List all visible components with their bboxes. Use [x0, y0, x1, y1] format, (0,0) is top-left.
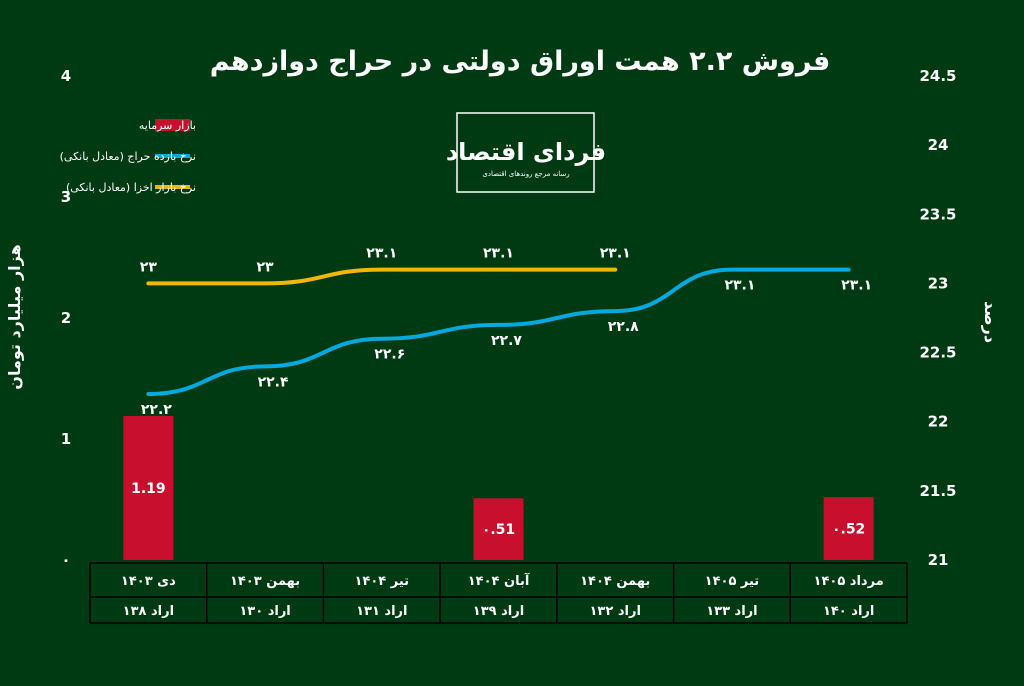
- legend-entry-label: بازار سرمایه: [139, 119, 196, 132]
- y-axis-left-ticks: ۰ 1 2 3 4: [61, 67, 71, 569]
- y-left-tick-label: 3: [61, 188, 71, 206]
- logo: فردای اقتصاد رسانه مرجع روندهای اقتصادی: [446, 112, 606, 193]
- y-right-tick-label: 24: [928, 136, 949, 154]
- category-month-label: بهمن ۱۴۰۳: [230, 574, 300, 589]
- bar: [123, 416, 174, 560]
- category-auction-label: اراد ۱۳۸: [123, 604, 174, 619]
- logo-subtitle: رسانه مرجع روندهای اقتصادی: [482, 170, 569, 178]
- y-left-tick-label: 1: [61, 430, 71, 448]
- y-axis-right-title: درصد: [981, 301, 1000, 343]
- bar-value-label: ۰.52: [832, 522, 865, 538]
- legend-entry-label: نرخ بازار اخزا (معادل بانکی): [66, 181, 196, 194]
- y-right-tick-label: 21: [928, 551, 949, 569]
- legend-swatch: [155, 119, 190, 131]
- bar-value-label: ۰.51: [482, 522, 515, 538]
- category-month-label: مرداد ۱۴۰۵: [814, 574, 884, 589]
- logo-title: فردای اقتصاد: [446, 138, 606, 166]
- category-month-label: تیر ۱۴۰۴: [355, 574, 410, 589]
- category-auction-label: اراد ۱۳۲: [590, 604, 641, 619]
- y-right-tick-label: 23: [928, 274, 949, 292]
- y-right-tick-label: 21.5: [919, 482, 956, 500]
- category-month-label: بهمن ۱۴۰۴: [580, 574, 650, 589]
- y-right-tick-label: 24.5: [919, 67, 956, 85]
- line-data-label: ۲۳.۱: [841, 278, 872, 294]
- line-series: ۲۲.۲ ۲۲.۴ ۲۲.۶ ۲۲.۷ ۲۲.۸ ۲۳.۱ ۲۳.۱ ۲۳ ۲۳ ۲۳.۱ ۲۳.۱…: [140, 246, 872, 418]
- legend-entry-label: نرخ بازده حراج (معادل بانکی): [60, 150, 196, 163]
- bar-value-label: 1.19: [131, 481, 166, 497]
- bar: [823, 497, 874, 560]
- category-table: دی ۱۴۰۳ اراد ۱۳۸ بهمن ۱۴۰۳ اراد ۱۳۰ تیر ۱۴۰۴…: [89, 562, 908, 624]
- line-data-label: ۲۲.۸: [608, 319, 639, 335]
- category-auction-label: اراد ۱۳۹: [473, 604, 524, 619]
- line-data-label: ۲۲.۷: [491, 333, 522, 349]
- series-line: [146, 267, 851, 397]
- y-axis-right-ticks: 21 21.5 22 22.5 23 23.5 24 24.5: [919, 67, 956, 569]
- y-right-tick-label: 22.5: [919, 344, 956, 362]
- category-auction-label: اراد ۱۳۰: [239, 604, 290, 619]
- category-auction-label: اراد ۱۴۰: [823, 604, 874, 619]
- line-data-label: ۲۲.۶: [374, 347, 405, 363]
- y-left-tick-label: 2: [61, 309, 71, 327]
- series-line: [146, 267, 618, 286]
- y-left-tick-label: 4: [61, 67, 71, 85]
- line-data-label: ۲۳.۱: [366, 246, 397, 262]
- y-left-tick-label: ۰: [61, 551, 70, 569]
- y-axis-left-title: هزار میلیارد تومان: [5, 244, 24, 389]
- line-data-label: ۲۳: [140, 259, 158, 275]
- line-data-label: ۲۳.۱: [724, 278, 755, 294]
- line-data-label: ۲۲.۴: [258, 374, 289, 390]
- line-data-label: ۲۳: [257, 259, 275, 275]
- line-data-label: ۲۳.۱: [600, 246, 631, 262]
- logo-frame: [456, 112, 595, 193]
- legend: بازار سرمایه نرخ بازده حراج (معادل بانکی)…: [60, 119, 196, 194]
- category-month-label: تیر ۱۴۰۵: [705, 574, 760, 589]
- chart-title: فروش ۲.۲ همت اوراق دولتی در حراج دوازدهم: [210, 46, 831, 77]
- line-data-label: ۲۳.۱: [483, 246, 514, 262]
- y-right-tick-label: 22: [928, 413, 949, 431]
- y-right-tick-label: 23.5: [919, 205, 956, 223]
- category-month-label: دی ۱۴۰۳: [121, 574, 176, 589]
- category-month-label: آبان ۱۴۰۴: [468, 572, 530, 589]
- bar-series: 1.19 ۰.51 ۰.52: [123, 416, 874, 560]
- line-data-label: ۲۲.۲: [141, 402, 172, 418]
- bar: [473, 498, 524, 560]
- category-auction-label: اراد ۱۳۱: [356, 604, 407, 619]
- category-auction-label: اراد ۱۳۳: [706, 604, 757, 619]
